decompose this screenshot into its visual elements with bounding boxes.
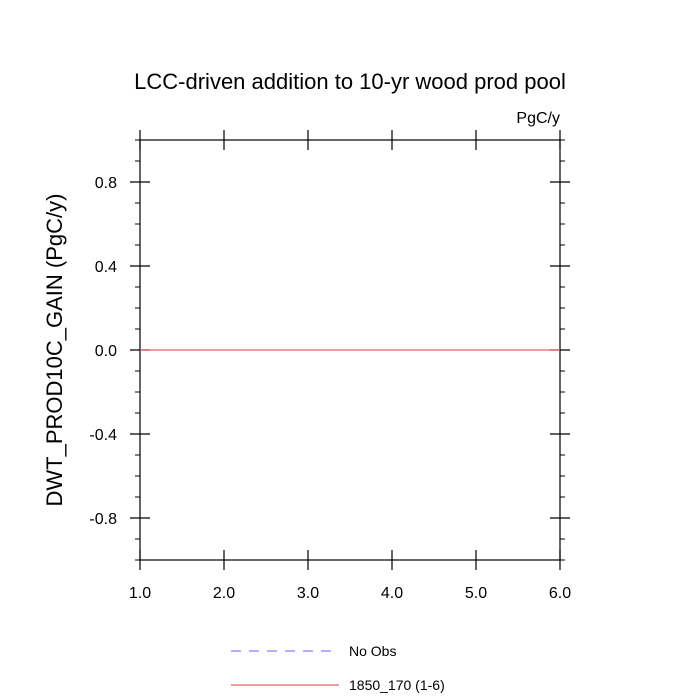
major-ticks xyxy=(130,130,570,570)
legend: No Obs 1850_170 (1-6) xyxy=(231,643,445,693)
x-tick-label: 5.0 xyxy=(465,585,487,602)
chart-title: LCC-driven addition to 10-yr wood prod p… xyxy=(134,69,566,94)
y-tick-label: 0.8 xyxy=(95,175,117,192)
x-tick-label: 4.0 xyxy=(381,585,403,602)
y-tick-label: 0.4 xyxy=(95,259,117,276)
units-label: PgC/y xyxy=(516,110,560,127)
y-tick-label: -0.4 xyxy=(89,427,117,444)
legend-label: No Obs xyxy=(349,643,396,659)
y-axis-label: DWT_PROD10C_GAIN (PgC/y) xyxy=(42,194,67,507)
x-tick-label: 1.0 xyxy=(129,585,151,602)
legend-label: 1850_170 (1-6) xyxy=(349,677,445,693)
x-tick-label: 6.0 xyxy=(549,585,571,602)
x-tick-label: 2.0 xyxy=(213,585,235,602)
y-tick-label: 0.0 xyxy=(95,343,117,360)
tick-labels: 0.8 0.4 0.0 -0.4 -0.8 1.0 2.0 3.0 4.0 5.0 6.0 xyxy=(89,175,571,602)
x-tick-label: 3.0 xyxy=(297,585,319,602)
y-tick-label: -0.8 xyxy=(89,511,117,528)
